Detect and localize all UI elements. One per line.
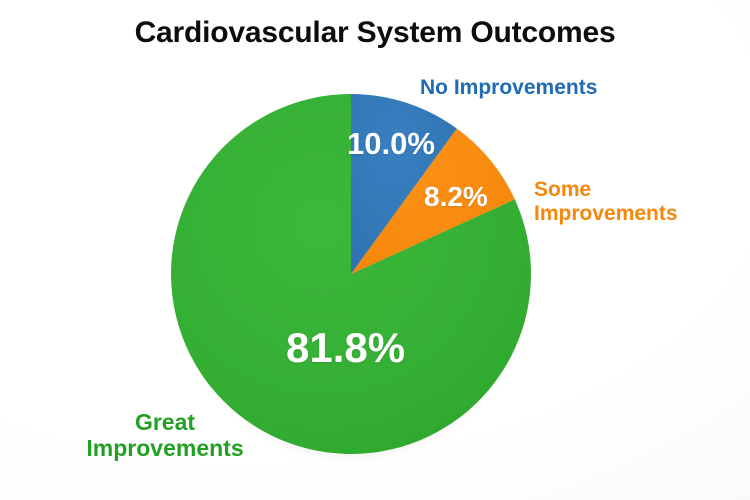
- pie-slices-svg: [171, 94, 531, 454]
- slice-label-great-improvements: Great Improvements: [52, 409, 278, 462]
- pie-slice-great-improvements[interactable]: [171, 94, 531, 454]
- slice-value-no-improvements: 10.0%: [347, 126, 435, 161]
- slice-label-some-improvements-line1: Some: [534, 178, 592, 201]
- slice-value-great-improvements: 81.8%: [286, 324, 406, 371]
- pie-slice-no-improvements[interactable]: [351, 94, 457, 274]
- slice-label-great-improvements-line2: Improvements: [86, 434, 244, 461]
- slice-label-some-improvements-line2: Improvements: [534, 201, 678, 225]
- slice-value-some-improvements: 8.2%: [424, 181, 488, 212]
- slice-label-no-improvements-line1: No Improvements: [420, 76, 598, 99]
- pie-slice-some-improvements[interactable]: [351, 128, 515, 274]
- chart-title: Cardiovascular System Outcomes: [134, 16, 616, 49]
- pie-graphic: [171, 94, 531, 454]
- slice-label-some-improvements: Some Improvements: [534, 178, 678, 225]
- slice-label-great-improvements-line1: Great: [134, 409, 196, 435]
- slice-label-no-improvements: No Improvements: [420, 76, 597, 100]
